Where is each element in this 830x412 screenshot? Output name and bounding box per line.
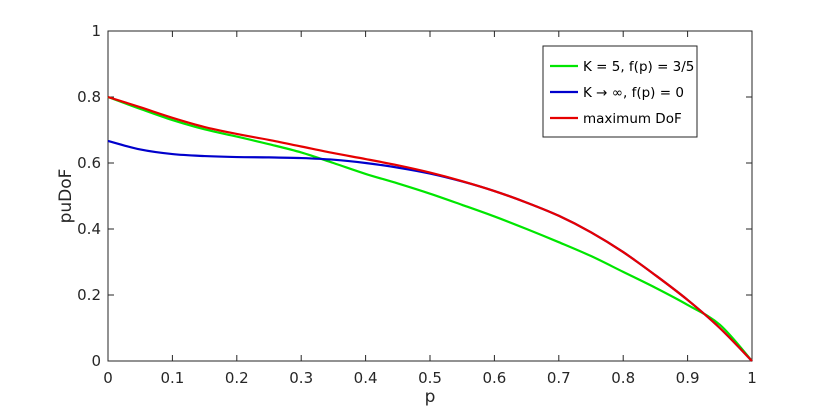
x-axis-label: p: [425, 387, 436, 407]
x-tick-label: 1: [747, 369, 757, 387]
y-tick-label: 0.4: [77, 220, 101, 238]
x-tick-label: 0.8: [611, 369, 635, 387]
series-layer: [107, 95, 753, 362]
x-tick-label: 0.7: [547, 369, 571, 387]
legend: K = 5, f(p) = 3/5 K → ∞, f(p) = 0 maximum …: [542, 45, 698, 138]
legend-entry: K → ∞, f(p) = 0: [583, 85, 684, 101]
x-tick-label: 0.9: [676, 369, 700, 387]
y-tick-label: 1: [91, 22, 101, 40]
series-line-3: [107, 95, 753, 362]
legend-entry: maximum DoF: [583, 111, 682, 127]
x-tick-label: 0.5: [418, 369, 442, 387]
y-tick-label: 0: [91, 352, 101, 370]
x-tick-label: 0: [103, 369, 113, 387]
y-axis-label: puDoF: [56, 169, 76, 224]
y-tick-label: 0.6: [77, 154, 101, 172]
x-tick-label: 0.6: [482, 369, 506, 387]
x-tick-label: 0.2: [225, 369, 249, 387]
x-tick-label: 0.4: [354, 369, 378, 387]
legend-entry: K = 5, f(p) = 3/5: [583, 59, 694, 75]
series-line-1: [107, 95, 753, 362]
y-tick-label: 0.8: [77, 88, 101, 106]
ticks: 0 0.1 0.2 0.3 0.4 0.5 0.6 0.7 0.8 0.9 1 0 0.2 0.4 0.6 0…: [77, 22, 757, 387]
x-tick-label: 0.1: [160, 369, 184, 387]
y-tick-label: 0.2: [77, 286, 101, 304]
x-tick-label: 0.3: [289, 369, 313, 387]
